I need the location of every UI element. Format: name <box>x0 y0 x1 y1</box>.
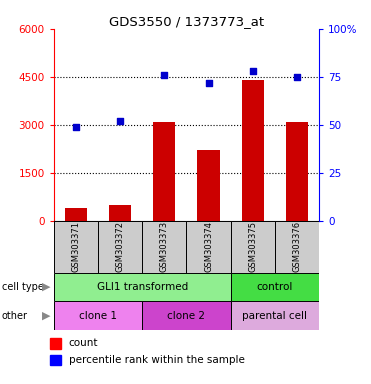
Text: GLI1 transformed: GLI1 transformed <box>96 282 188 292</box>
Text: control: control <box>257 282 293 292</box>
Text: percentile rank within the sample: percentile rank within the sample <box>69 355 244 365</box>
Text: cell type: cell type <box>2 282 44 292</box>
Point <box>161 72 167 78</box>
Text: GSM303374: GSM303374 <box>204 221 213 272</box>
Bar <box>54 273 231 301</box>
Point <box>206 79 211 86</box>
Text: GSM303376: GSM303376 <box>292 221 302 272</box>
Text: clone 1: clone 1 <box>79 311 117 321</box>
Point <box>250 68 256 74</box>
Bar <box>98 221 142 273</box>
Text: ▶: ▶ <box>42 282 50 292</box>
Bar <box>109 205 131 221</box>
Bar <box>231 301 319 330</box>
Text: GSM303372: GSM303372 <box>116 221 125 272</box>
Bar <box>142 221 186 273</box>
Bar <box>186 221 231 273</box>
Bar <box>197 151 220 221</box>
Bar <box>50 338 61 349</box>
Bar <box>231 221 275 273</box>
Text: GSM303371: GSM303371 <box>71 221 81 272</box>
Point <box>294 74 300 80</box>
Bar <box>231 273 319 301</box>
Bar <box>54 301 142 330</box>
Text: clone 2: clone 2 <box>167 311 206 321</box>
Text: count: count <box>69 338 98 348</box>
Text: parental cell: parental cell <box>242 311 307 321</box>
Text: GSM303375: GSM303375 <box>248 221 257 272</box>
Text: GSM303373: GSM303373 <box>160 221 169 272</box>
Title: GDS3550 / 1373773_at: GDS3550 / 1373773_at <box>109 15 264 28</box>
Point <box>73 124 79 130</box>
Bar <box>65 208 87 221</box>
Bar <box>54 221 98 273</box>
Text: ▶: ▶ <box>42 311 50 321</box>
Bar <box>142 301 231 330</box>
Bar <box>286 122 308 221</box>
Point <box>117 118 123 124</box>
Bar <box>275 221 319 273</box>
Bar <box>242 80 264 221</box>
Bar <box>50 355 61 365</box>
Text: other: other <box>2 311 28 321</box>
Bar <box>153 122 175 221</box>
